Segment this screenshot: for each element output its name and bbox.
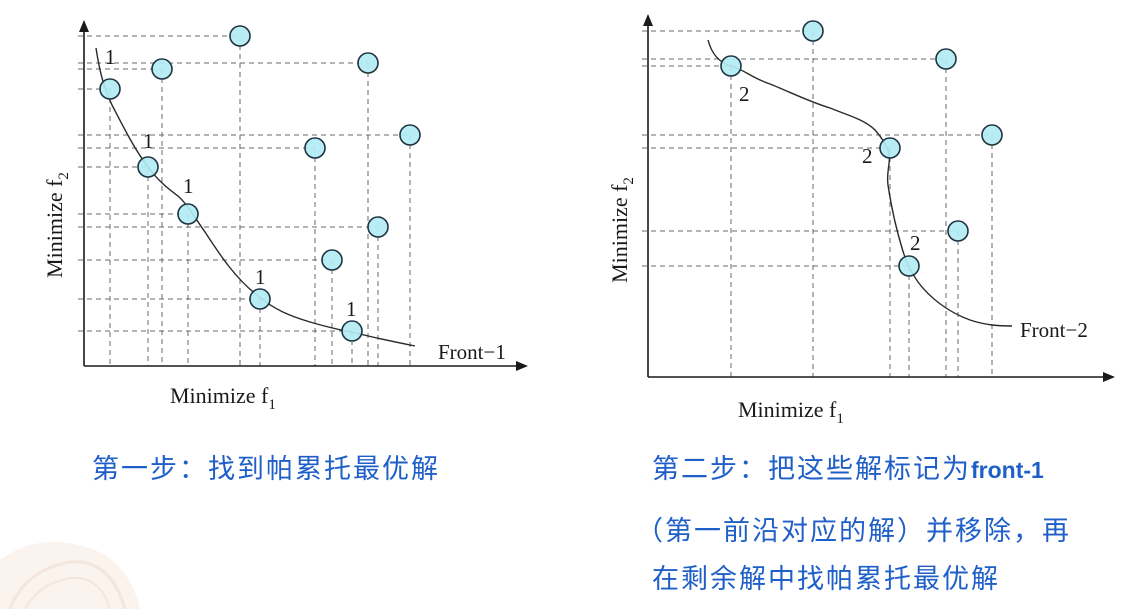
watermark-decoration (0, 542, 140, 609)
solution-point (367, 216, 389, 238)
front-rank-label: 2 (739, 82, 750, 106)
solution-point (399, 124, 421, 146)
front-rank-label: 1 (183, 174, 194, 198)
solution-point (151, 58, 173, 80)
front-rank-label: 1 (346, 297, 357, 321)
caption-step-2-text: 第二步：把这些解标记为 (652, 454, 971, 485)
x-axis-title: Minimize f1 (738, 397, 844, 427)
solution-point (981, 124, 1003, 146)
solution-point (249, 288, 271, 310)
caption-step-2-line-3: 在剩余解中找帕累托最优解 (652, 564, 1000, 595)
solution-point (898, 255, 920, 277)
solution-point (321, 249, 343, 271)
guide-lines (642, 30, 993, 377)
solution-point (802, 20, 824, 42)
solution-point (304, 137, 326, 159)
front-rank-label: 1 (255, 265, 266, 289)
plot-front-2: 2 2 2 Front−2 Minimize f1 Minimize f2 (607, 14, 1115, 427)
solution-point (99, 78, 121, 100)
solution-point (229, 25, 251, 47)
guide-lines (78, 35, 411, 366)
solution-point (935, 48, 957, 70)
plot-front-1: 1 1 1 1 1 Front−1 Minimize f1 Minimize f… (42, 20, 528, 413)
front-2-label: Front−2 (1020, 318, 1088, 342)
solution-point (341, 320, 363, 342)
solution-point (879, 137, 901, 159)
front-rank-label: 2 (910, 231, 921, 255)
front-rank-label: 2 (862, 144, 873, 168)
front-1-label: Front−1 (438, 340, 506, 364)
solution-point (947, 220, 969, 242)
y-axis-title: Minimize f2 (42, 172, 72, 278)
front-rank-label: 1 (105, 45, 116, 69)
caption-step-1: 第一步：找到帕累托最优解 (92, 454, 440, 485)
solution-point (720, 55, 742, 77)
front-rank-label: 1 (143, 129, 154, 153)
caption-step-2-line-1: 第二步：把这些解标记为front-1 (652, 456, 1044, 483)
x-axis-title: Minimize f1 (170, 383, 276, 413)
y-axis-title: Minimize f2 (607, 177, 637, 283)
solution-point (357, 52, 379, 74)
caption-step-2-line-2: （第一前沿对应的解）并移除，再 (636, 516, 1071, 547)
solution-point (177, 203, 199, 225)
solution-points (99, 25, 421, 342)
solution-point (137, 156, 159, 178)
solution-points (720, 20, 1003, 277)
front-2-curve (707, 39, 1013, 327)
pareto-front-figure: 1 1 1 1 1 Front−1 Minimize f1 Minimize f… (42, 14, 1115, 427)
caption-step-2-front-term: front-1 (971, 457, 1044, 483)
